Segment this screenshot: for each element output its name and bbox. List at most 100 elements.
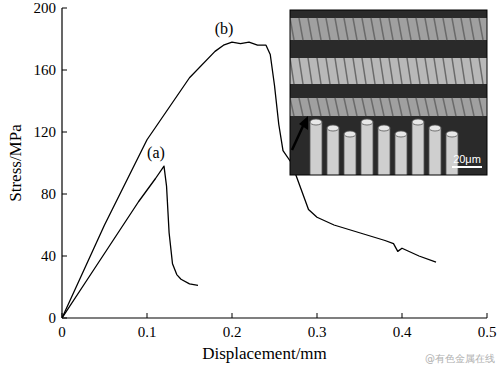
inset-texture bbox=[317, 58, 321, 84]
inset-texture bbox=[461, 98, 465, 116]
x-tick-label: 0.4 bbox=[393, 324, 412, 340]
y-tick bbox=[62, 8, 67, 9]
inset-fiber bbox=[344, 134, 356, 175]
series-line bbox=[62, 166, 198, 318]
x-tick bbox=[487, 313, 488, 318]
inset-texture bbox=[344, 58, 348, 84]
inset-band bbox=[290, 98, 487, 116]
inset-fiber-end bbox=[446, 131, 458, 137]
inset-texture bbox=[353, 98, 357, 116]
inset-texture bbox=[443, 18, 447, 40]
inset-texture bbox=[335, 18, 339, 40]
x-tick bbox=[232, 313, 233, 318]
inset-texture bbox=[470, 18, 474, 40]
inset-texture bbox=[335, 58, 339, 84]
y-tick-label: 40 bbox=[41, 248, 56, 264]
inset-fiber bbox=[395, 134, 407, 175]
x-tick-label: 0 bbox=[58, 324, 66, 340]
inset-texture bbox=[362, 98, 366, 116]
inset-texture bbox=[353, 18, 357, 40]
y-tick bbox=[62, 194, 67, 195]
y-tick-label: 200 bbox=[34, 0, 57, 16]
y-axis-title: Stress/MPa bbox=[6, 124, 25, 202]
inset-texture bbox=[344, 98, 348, 116]
inset-texture bbox=[371, 58, 375, 84]
x-tick bbox=[402, 313, 403, 318]
x-tick-label: 0.2 bbox=[223, 324, 242, 340]
inset-band bbox=[290, 18, 487, 40]
inset-texture bbox=[389, 58, 393, 84]
inset-texture bbox=[434, 98, 438, 116]
inset-texture bbox=[479, 18, 483, 40]
inset-texture bbox=[452, 98, 456, 116]
inset-texture bbox=[443, 58, 447, 84]
inset-texture bbox=[443, 98, 447, 116]
inset-fiber-end bbox=[395, 131, 407, 137]
inset-texture bbox=[407, 58, 411, 84]
inset-texture bbox=[416, 18, 420, 40]
y-tick bbox=[62, 256, 67, 257]
inset-fiber-end bbox=[361, 119, 373, 125]
inset-fiber-end bbox=[429, 125, 441, 131]
inset-texture bbox=[425, 18, 429, 40]
inset-fiber-end bbox=[344, 131, 356, 137]
inset-image bbox=[290, 10, 487, 175]
inset-texture bbox=[470, 58, 474, 84]
inset-fiber-end bbox=[310, 119, 322, 125]
y-axis bbox=[61, 8, 62, 318]
series-label: (b) bbox=[215, 20, 234, 38]
x-tick bbox=[317, 313, 318, 318]
inset-texture bbox=[326, 58, 330, 84]
inset-texture bbox=[389, 18, 393, 40]
inset-fiber-end bbox=[327, 125, 339, 131]
inset-fiber bbox=[412, 122, 424, 175]
y-tick bbox=[62, 132, 67, 133]
inset-fiber bbox=[429, 128, 441, 175]
arrow-shaft bbox=[292, 126, 303, 150]
inset-texture bbox=[452, 18, 456, 40]
inset-texture bbox=[335, 98, 339, 116]
inset-texture bbox=[308, 98, 312, 116]
inset-band bbox=[290, 58, 487, 84]
x-tick-label: 0.3 bbox=[308, 324, 327, 340]
inset-texture bbox=[317, 98, 321, 116]
inset-texture bbox=[389, 98, 393, 116]
inset-texture bbox=[299, 98, 303, 116]
inset-frame bbox=[290, 10, 487, 175]
inset-texture bbox=[290, 98, 294, 116]
inset-texture bbox=[380, 18, 384, 40]
y-tick-label: 160 bbox=[34, 62, 57, 78]
arrow-head bbox=[299, 116, 308, 130]
inset-texture bbox=[461, 18, 465, 40]
inset-texture bbox=[362, 58, 366, 84]
inset-texture bbox=[434, 58, 438, 84]
inset-fiber bbox=[378, 128, 390, 175]
y-tick-label: 0 bbox=[49, 310, 57, 326]
inset-texture bbox=[398, 58, 402, 84]
inset-texture bbox=[380, 98, 384, 116]
inset-texture bbox=[362, 18, 366, 40]
x-tick-label: 0.1 bbox=[138, 324, 157, 340]
inset-texture bbox=[452, 58, 456, 84]
watermark: @有色金属在线 bbox=[425, 353, 495, 364]
inset-texture bbox=[308, 18, 312, 40]
scale-bar bbox=[452, 166, 482, 168]
inset-texture bbox=[353, 58, 357, 84]
inset-texture bbox=[299, 58, 303, 84]
chart: 0408012016020000.10.20.30.40.5Displaceme… bbox=[0, 0, 500, 367]
x-axis bbox=[62, 317, 487, 318]
inset-texture bbox=[416, 98, 420, 116]
inset-texture bbox=[371, 18, 375, 40]
inset-texture bbox=[290, 58, 294, 84]
x-axis-title: Displacement/mm bbox=[202, 344, 327, 363]
inset-fiber bbox=[310, 122, 322, 175]
inset-texture bbox=[425, 58, 429, 84]
inset-texture bbox=[479, 58, 483, 84]
scale-label: 20μm bbox=[453, 153, 481, 165]
inset-texture bbox=[326, 18, 330, 40]
inset-fiber-end bbox=[412, 119, 424, 125]
inset-texture bbox=[425, 98, 429, 116]
y-tick bbox=[62, 70, 67, 71]
inset-texture bbox=[308, 58, 312, 84]
inset-fiber bbox=[327, 128, 339, 175]
